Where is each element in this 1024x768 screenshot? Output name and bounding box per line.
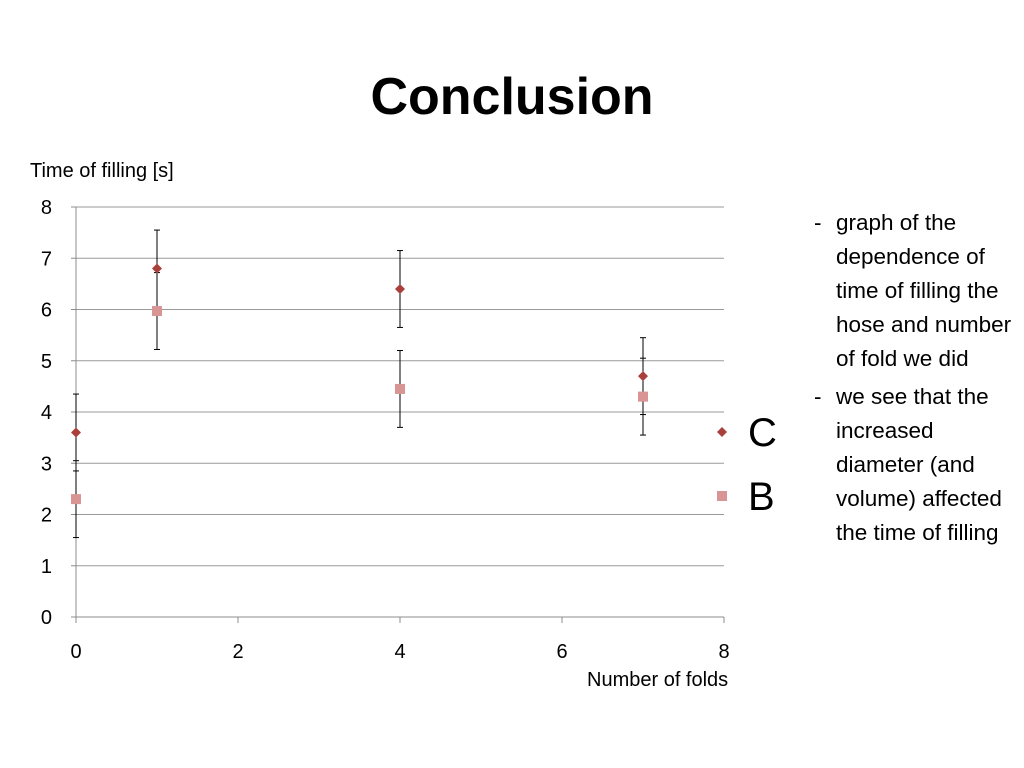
y-tick-label: 5	[41, 351, 52, 373]
axes	[71, 206, 725, 623]
legend-marker-C	[717, 427, 727, 437]
data-point-B	[638, 391, 648, 402]
x-tick-label: 4	[394, 641, 405, 663]
y-tick-label: 8	[41, 197, 52, 219]
x-axis-label: Number of folds	[587, 669, 729, 691]
data-point-B	[395, 383, 405, 394]
x-tick-label: 2	[232, 641, 243, 663]
bullet-item-1: - graph of the dependence of time of fil…	[814, 206, 1019, 376]
legend-marker-B	[717, 491, 727, 501]
x-tick-label: 6	[556, 641, 567, 663]
bullet-list: - graph of the dependence of time of fil…	[814, 206, 1019, 554]
data-point-C	[395, 284, 405, 294]
legend-label-C: C	[748, 411, 777, 455]
bullet-text: we see that the increased diameter (and …	[836, 384, 1002, 545]
data-point-C	[152, 263, 162, 274]
legend-label-B: B	[748, 475, 775, 519]
bullet-marker: -	[814, 210, 822, 235]
y-tick-label: 1	[41, 556, 52, 578]
bullet-marker: -	[814, 384, 822, 409]
y-tick-label: 0	[41, 607, 52, 629]
tick-labels: 0 1 2 3 4 5 6 7 8 0 2 4 6 8	[41, 197, 730, 663]
slide-title: Conclusion	[370, 68, 654, 126]
y-tick-label: 6	[41, 300, 52, 322]
bullet-text: graph of the dependence of time of filli…	[836, 210, 1012, 371]
y-tick-label: 7	[41, 248, 52, 270]
data-point-B	[71, 494, 81, 505]
error-bars	[73, 229, 646, 539]
bullet-item-2: - we see that the increased diameter (an…	[814, 380, 1019, 550]
x-tick-label: 0	[70, 641, 81, 663]
x-tick-label: 8	[718, 641, 729, 663]
data-point-B	[152, 306, 162, 317]
y-axis-label: Time of filling [s]	[30, 160, 174, 182]
y-tick-label: 4	[41, 402, 52, 424]
legend: CB	[717, 411, 777, 519]
data-point-C	[638, 371, 648, 382]
data-point-C	[71, 427, 81, 438]
y-tick-label: 2	[41, 505, 52, 527]
data-points	[71, 263, 648, 505]
y-tick-label: 3	[41, 453, 52, 475]
